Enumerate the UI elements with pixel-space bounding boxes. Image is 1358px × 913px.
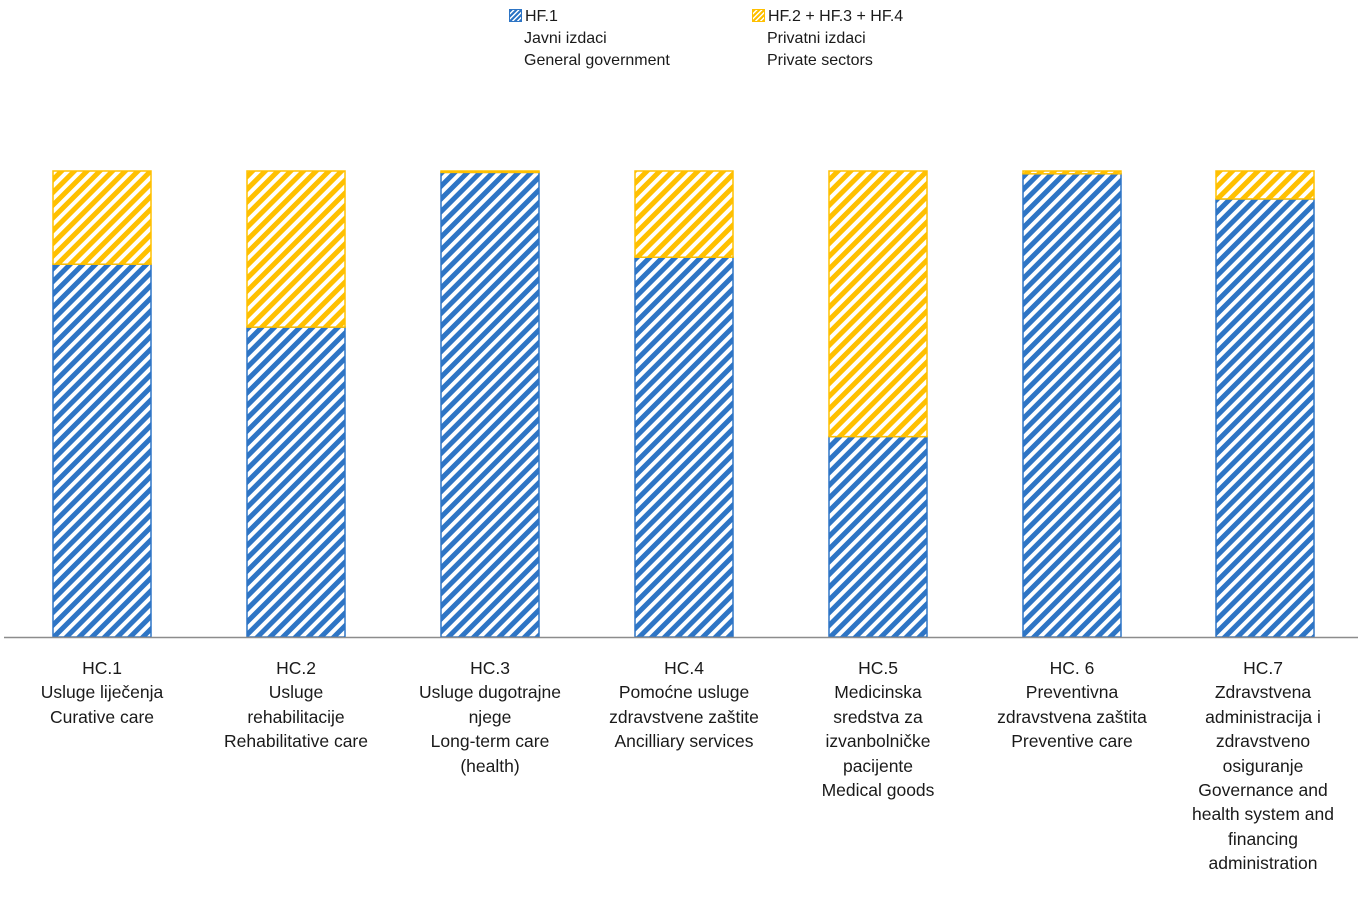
- category-label-6-line-3: zdravstvena zaštita: [997, 706, 1147, 727]
- bar-6-series-2: [1022, 170, 1122, 175]
- category-label-1: HC.1 Usluge liječenja Curative care: [7, 656, 197, 729]
- category-label-3-line-2: Usluge dugotrajne: [418, 682, 562, 703]
- bar-5-series-1: [828, 435, 928, 638]
- bars-group: [52, 170, 1315, 638]
- category-label-5-line-3: sredstva za: [833, 706, 923, 727]
- category-label-4-line-4: Ancilliary services: [614, 731, 754, 752]
- legend-label-series-1-code: HF.1: [525, 8, 558, 25]
- category-label-7-line-9: administration: [1208, 853, 1318, 874]
- category-label-3-line-1: HC.3: [470, 658, 510, 678]
- category-label-3-line-3: njege: [468, 706, 512, 727]
- bar-6-series-1: [1022, 173, 1122, 638]
- category-label-7-line-8: financing: [1227, 828, 1299, 849]
- bar-2-series-1: [246, 326, 346, 638]
- legend-item-series-1: HF.1 Javni izdaci General government: [509, 6, 670, 72]
- category-label-7-line-4: zdravstveno: [1215, 731, 1311, 752]
- category-label-5: HC.5 Medicinska sredstva za izvanbolničke pa…: [783, 656, 973, 802]
- legend-swatch-series-1: [509, 9, 522, 22]
- category-label-4-line-3: zdravstvene zaštite: [609, 706, 759, 727]
- category-label-5-line-4: izvanbolničke: [825, 731, 931, 752]
- category-label-6-line-1: HC. 6: [1049, 658, 1095, 678]
- legend-label-series-1-hr: Javni izdaci: [524, 30, 607, 47]
- legend-item-series-2: HF.2 + HF.3 + HF.4 Privatni izdaci Priva…: [752, 6, 903, 72]
- category-label-3-line-4: Long-term care: [430, 731, 550, 752]
- legend-swatch-series-2: [752, 9, 765, 22]
- category-label-2-line-4: Rehabilitative care: [224, 731, 368, 752]
- bar-3-series-1: [440, 171, 540, 638]
- category-label-7-line-3: administracija i: [1205, 706, 1321, 727]
- bar-7-series-1: [1215, 198, 1315, 638]
- category-label-6-line-2: Preventivna: [1025, 682, 1119, 703]
- category-label-5-line-5: pacijente: [842, 755, 914, 776]
- category-label-7: HC.7 Zdravstvena administracija i zdravstve…: [1168, 656, 1358, 876]
- category-label-7-line-7: health system and: [1191, 804, 1335, 825]
- category-label-2-line-2: Usluge: [268, 682, 324, 703]
- bar-3-series-2: [440, 170, 540, 174]
- category-label-2-line-3: rehabilitacije: [247, 706, 345, 727]
- category-label-7-line-2: Zdravstvena: [1214, 682, 1312, 703]
- category-label-3-line-5: (health): [460, 755, 520, 776]
- category-label-5-line-1: HC.5: [858, 658, 898, 678]
- category-label-4-line-1: HC.4: [664, 658, 704, 678]
- bar-4-series-1: [634, 256, 734, 638]
- category-label-7-line-1: HC.7: [1243, 658, 1283, 678]
- category-label-5-line-6: Medical goods: [821, 780, 935, 801]
- category-label-4: HC.4 Pomoćne usluge zdravstvene zaštite Anc…: [589, 656, 779, 754]
- bar-1-series-2: [52, 170, 152, 265]
- category-label-1-line-2: Usluge liječenja: [40, 682, 164, 703]
- category-label-7-line-5: osiguranje: [1222, 755, 1304, 776]
- legend-label-series-1-en: General government: [524, 52, 670, 69]
- category-label-2: HC.2 Usluge rehabilitacije Rehabilitative c…: [201, 656, 391, 754]
- bar-2-series-2: [246, 170, 346, 328]
- category-label-4-line-2: Pomoćne usluge: [618, 682, 750, 703]
- bar-7-series-2: [1215, 170, 1315, 200]
- bar-1-series-1: [52, 263, 152, 638]
- category-label-1-line-1: HC.1: [82, 658, 122, 678]
- bar-4-series-2: [634, 170, 734, 258]
- category-label-1-line-3: Curative care: [49, 706, 155, 727]
- category-label-7-line-6: Governance and: [1198, 780, 1328, 801]
- bar-5-series-2: [828, 170, 928, 438]
- legend-label-series-2-hr: Privatni izdaci: [767, 30, 866, 47]
- category-label-5-line-2: Medicinska: [834, 682, 922, 703]
- legend-label-series-2-en: Private sectors: [767, 52, 873, 69]
- category-label-3: HC.3 Usluge dugotrajne njege Long-term care…: [395, 656, 585, 778]
- category-label-6: HC. 6 Preventivna zdravstvena zaštita Preve…: [977, 656, 1167, 754]
- legend-label-series-2-code: HF.2 + HF.3 + HF.4: [768, 8, 904, 25]
- category-label-2-line-1: HC.2: [276, 658, 316, 678]
- category-label-6-line-4: Preventive care: [1011, 731, 1133, 752]
